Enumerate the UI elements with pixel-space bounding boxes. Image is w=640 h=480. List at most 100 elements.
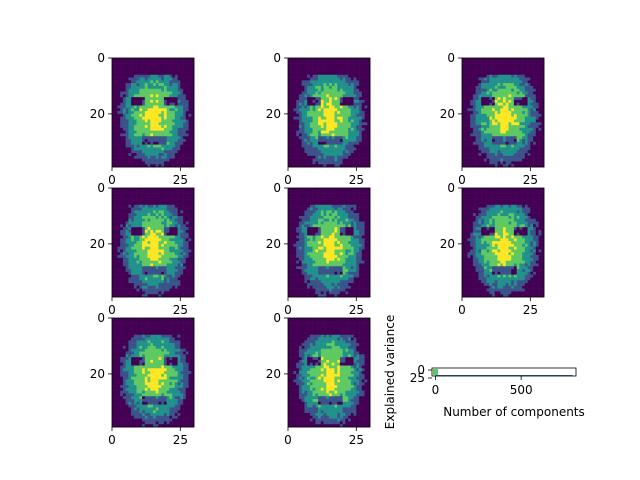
pixel xyxy=(161,69,165,73)
pixel xyxy=(492,63,496,67)
pixel xyxy=(120,69,124,73)
pixel xyxy=(296,133,300,137)
pixel xyxy=(304,153,308,157)
pixel xyxy=(318,130,322,134)
pixel xyxy=(150,201,154,206)
pixel xyxy=(163,88,167,92)
pixel xyxy=(131,113,135,117)
pixel xyxy=(125,97,129,101)
pixel xyxy=(161,288,165,292)
pixel xyxy=(117,266,121,270)
pixel xyxy=(483,105,487,109)
pixel xyxy=(144,71,148,76)
pixel xyxy=(298,139,302,143)
pixel xyxy=(117,235,121,239)
pixel xyxy=(180,71,184,76)
pixel xyxy=(293,190,297,194)
pixel xyxy=(331,94,335,98)
pixel xyxy=(180,280,184,284)
pixel xyxy=(339,153,343,157)
pixel xyxy=(367,77,371,81)
pixel xyxy=(185,190,189,194)
pixel xyxy=(133,249,137,253)
pixel xyxy=(158,229,162,234)
pixel xyxy=(472,161,476,165)
pixel xyxy=(142,94,146,98)
pixel xyxy=(172,283,176,287)
pixel xyxy=(296,144,300,148)
pixel xyxy=(538,60,542,64)
pixel xyxy=(128,255,132,259)
pixel xyxy=(535,108,539,112)
pixel xyxy=(185,130,189,134)
pixel xyxy=(191,207,195,211)
pixel xyxy=(486,141,490,145)
pixel xyxy=(478,141,482,145)
pixel xyxy=(290,63,294,67)
pixel xyxy=(304,158,308,162)
pixel xyxy=(309,193,313,197)
pixel xyxy=(503,136,507,140)
pixel xyxy=(492,133,496,137)
pixel xyxy=(304,147,308,151)
pixel xyxy=(153,164,157,168)
pixel xyxy=(492,80,496,84)
pixel xyxy=(497,141,501,145)
pixel xyxy=(120,91,124,95)
pixel xyxy=(298,210,302,214)
pixel xyxy=(350,136,354,140)
pixel xyxy=(128,215,132,220)
pixel xyxy=(312,155,316,159)
pixel xyxy=(185,241,189,245)
pixel xyxy=(188,227,192,231)
pixel xyxy=(337,150,341,154)
pixel xyxy=(172,69,176,73)
pixel xyxy=(147,141,151,145)
pixel xyxy=(367,161,371,165)
pixel xyxy=(348,102,352,106)
pixel xyxy=(296,164,300,168)
pixel xyxy=(136,252,140,256)
pixel xyxy=(339,188,343,192)
pixel xyxy=(497,66,501,70)
pixel xyxy=(307,113,311,117)
pixel xyxy=(298,188,302,192)
pixel xyxy=(191,91,195,95)
pixel xyxy=(293,66,297,70)
pixel xyxy=(367,125,371,129)
pixel xyxy=(147,218,151,222)
pixel xyxy=(519,130,523,134)
pixel xyxy=(470,136,474,140)
pixel xyxy=(131,238,135,242)
pixel xyxy=(185,255,189,259)
pixel xyxy=(183,88,187,92)
pixel xyxy=(315,193,319,197)
pixel xyxy=(147,238,151,242)
pixel xyxy=(538,119,542,123)
pixel xyxy=(541,125,545,129)
pixel xyxy=(533,141,537,145)
pixel xyxy=(481,144,485,148)
pixel xyxy=(467,150,471,154)
pixel xyxy=(288,130,292,134)
pixel xyxy=(345,139,349,143)
pixel xyxy=(183,277,187,281)
pixel xyxy=(120,147,124,151)
pixel xyxy=(122,63,126,67)
pixel xyxy=(331,144,335,148)
pixel xyxy=(329,141,333,145)
pixel xyxy=(185,210,189,214)
pixel xyxy=(309,141,313,145)
pixel xyxy=(530,85,534,90)
pixel xyxy=(114,136,118,140)
pixel xyxy=(342,136,346,140)
pixel xyxy=(166,147,170,151)
pixel xyxy=(122,238,126,242)
pixel xyxy=(142,257,146,261)
pixel xyxy=(188,94,192,98)
pixel xyxy=(177,238,181,242)
pixel xyxy=(464,113,468,117)
pixel xyxy=(112,274,116,278)
pixel xyxy=(131,99,135,104)
pixel xyxy=(296,94,300,98)
